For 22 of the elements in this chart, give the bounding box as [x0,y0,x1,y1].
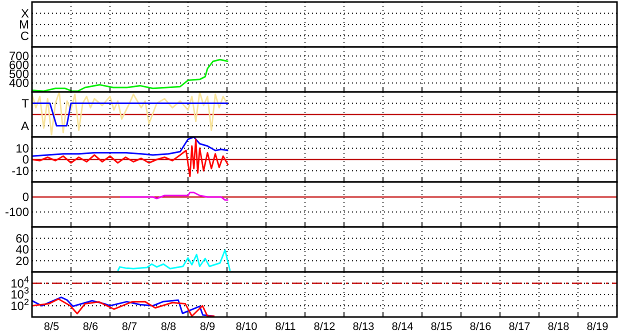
x-tick-label: 8/10 [236,321,258,333]
x-tick-label: 8/19 [586,321,608,333]
x-tick-label: 8/14 [392,321,414,333]
x-tick-label: 8/9 [200,321,216,333]
x-tick-label: 8/8 [160,321,176,333]
x-tick-label: 8/6 [82,321,98,333]
x-tick-label: 8/17 [508,321,530,333]
x-tick-label: 8/18 [548,321,570,333]
x-tick-label: 8/7 [122,321,138,333]
text: T [22,96,30,110]
text: A [20,118,29,133]
x-tick-label: 8/13 [352,321,374,333]
x-tick-label: 8/16 [470,321,492,333]
y-tick-label: -100 [4,205,30,220]
y-tick-label: 60 [16,231,30,246]
x-tick-label: 8/15 [430,321,452,333]
y-tick-label: 10 [16,141,30,156]
x-tick-label: 8/5 [44,321,60,333]
text: X [20,6,29,20]
x-tick-label: 8/12 [314,321,336,333]
y-tick-label: 0 [22,190,30,204]
x-tick-label: 8/11 [275,321,296,333]
